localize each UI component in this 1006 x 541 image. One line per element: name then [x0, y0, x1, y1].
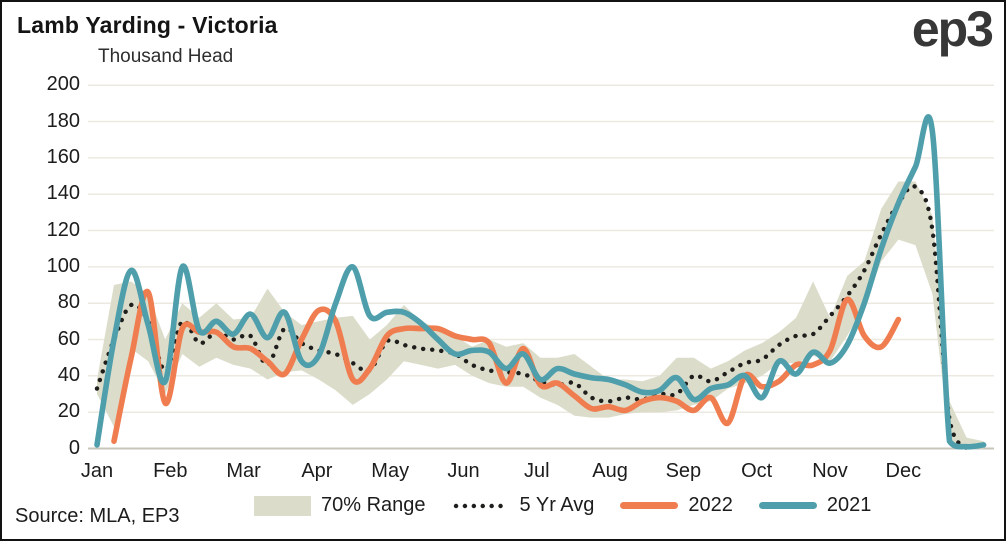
x-tick-label: Jun	[429, 460, 499, 483]
y-tick-label: 20	[10, 400, 80, 423]
x-tick-label: Aug	[575, 460, 645, 483]
y-tick-label: 200	[10, 73, 80, 96]
legend-item-5yr-avg: 5 Yr Avg	[452, 494, 595, 517]
legend-label: 2022	[688, 494, 733, 517]
y-tick-label: 100	[10, 255, 80, 278]
x-tick-label: Mar	[209, 460, 279, 483]
y-tick-label: 60	[10, 328, 80, 351]
legend-label: 2021	[827, 494, 872, 517]
x-tick-label: Oct	[722, 460, 792, 483]
y-tick-label: 40	[10, 364, 80, 387]
x-tick-label: Nov	[795, 460, 865, 483]
y-tick-label: 80	[10, 291, 80, 314]
y-tick-label: 160	[10, 146, 80, 169]
x-tick-label: Feb	[135, 460, 205, 483]
legend-label: 70% Range	[321, 494, 426, 517]
dotted-line-icon	[452, 501, 510, 511]
teal-line-icon	[759, 502, 817, 509]
legend-item-70-range: 70% Range	[254, 494, 426, 517]
legend-label: 5 Yr Avg	[520, 494, 595, 517]
y-tick-label: 0	[10, 437, 80, 460]
x-tick-label: Dec	[868, 460, 938, 483]
x-tick-label: Apr	[282, 460, 352, 483]
x-tick-label: Sep	[648, 460, 718, 483]
y-axis-units-label: Thousand Head	[98, 46, 233, 68]
source-attribution: Source: MLA, EP3	[15, 505, 180, 528]
orange-line-icon	[620, 502, 678, 509]
y-tick-label: 120	[10, 219, 80, 242]
y-tick-label: 180	[10, 110, 80, 133]
x-tick-label: Jul	[502, 460, 572, 483]
x-tick-label: May	[355, 460, 425, 483]
band-swatch-icon	[254, 496, 311, 516]
chart-legend: 70% Range 5 Yr Avg 2022 2021	[254, 494, 871, 517]
legend-item-2021: 2021	[759, 494, 872, 517]
ep3-logo: ep3	[912, 0, 992, 58]
x-tick-label: Jan	[62, 460, 132, 483]
y-tick-label: 140	[10, 182, 80, 205]
chart-page: Lamb Yarding - Victoria Thousand Head ep…	[0, 0, 1006, 541]
legend-item-2022: 2022	[620, 494, 733, 517]
chart-title: Lamb Yarding - Victoria	[17, 12, 278, 39]
